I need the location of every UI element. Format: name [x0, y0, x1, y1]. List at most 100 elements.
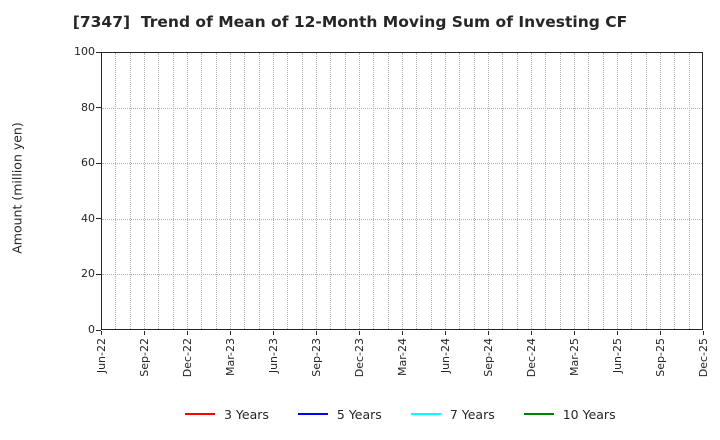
x-tick-mark: [659, 331, 661, 335]
legend-item-label: 7 Years: [449, 406, 495, 422]
x-tick-label-text: Mar-25: [567, 338, 581, 377]
grid-line-vertical: [502, 53, 504, 329]
x-tick-mark: [702, 331, 704, 335]
y-tick-label: 80: [81, 100, 95, 114]
legend-marker-line: [297, 413, 328, 415]
x-tick-mark: [315, 331, 317, 335]
y-tick-label: 0: [88, 323, 95, 336]
x-tick-label-text: Mar-23: [223, 338, 237, 377]
x-tick-label-text: Sep-22: [137, 338, 151, 377]
y-tick-label: 20: [81, 267, 95, 281]
grid-line-vertical: [301, 53, 303, 329]
x-tick-label-text: Sep-25: [653, 338, 667, 377]
x-tick-mark: [272, 331, 274, 335]
x-tick-mark: [358, 331, 360, 335]
legend-marker-line: [523, 413, 554, 415]
x-tick-label-text: Dec-22: [180, 338, 194, 378]
grid-line-vertical: [645, 53, 647, 329]
x-tick-mark: [530, 331, 532, 335]
grid-line-vertical: [316, 53, 317, 329]
y-tick-mark: [96, 273, 101, 275]
grid-line-vertical: [631, 53, 633, 329]
legend-item-label: 3 Years: [224, 406, 269, 422]
x-tick-mark: [186, 331, 188, 335]
plot-area: [101, 52, 703, 330]
legend-item: 5 Years: [297, 406, 382, 422]
grid-line-vertical: [473, 53, 475, 329]
y-tick-label: 40: [81, 211, 95, 225]
x-tick-mark: [616, 331, 618, 335]
x-tick-label-text: Jun-25: [610, 338, 624, 374]
grid-line-vertical: [258, 53, 260, 329]
y-tick-mark: [96, 162, 101, 164]
x-tick-label-text: Mar-24: [395, 338, 409, 377]
y-tick-label: 100: [74, 45, 95, 58]
x-tick-mark: [143, 331, 145, 335]
grid-line-vertical: [602, 53, 604, 329]
legend-marker-line: [185, 413, 215, 415]
grid-line-vertical: [230, 53, 231, 329]
legend-item: 10 Years: [523, 406, 616, 422]
grid-line-vertical: [373, 53, 375, 329]
grid-line-vertical: [402, 53, 403, 329]
grid-line-vertical: [359, 53, 360, 329]
grid-line-vertical: [187, 53, 188, 329]
x-tick-label-text: Sep-23: [309, 338, 323, 377]
grid-line-vertical: [115, 53, 117, 329]
grid-line-vertical: [273, 53, 274, 329]
x-tick-label-text: Dec-24: [524, 338, 538, 378]
y-tick-label: 60: [81, 156, 95, 170]
grid-line-vertical: [488, 53, 489, 329]
chart-title: [7347] Trend of Mean of 12-Month Moving …: [72, 13, 628, 31]
grid-line-vertical: [129, 53, 131, 329]
grid-line-vertical: [660, 53, 661, 329]
x-tick-label-text: Dec-25: [696, 338, 710, 378]
grid-line-vertical: [330, 53, 332, 329]
x-tick-label-text: Jun-22: [94, 338, 108, 374]
grid-line-vertical: [531, 53, 532, 329]
x-tick-mark: [229, 331, 231, 335]
grid-line-vertical: [387, 53, 389, 329]
x-tick-label-text: Sep-24: [481, 338, 495, 377]
grid-line-vertical: [344, 53, 346, 329]
x-tick-mark: [401, 331, 403, 335]
legend-item-label: 10 Years: [562, 406, 616, 422]
legend: 3 Years 5 Years 7 Years 10 Years: [185, 403, 616, 425]
grid-line-vertical: [459, 53, 461, 329]
plot-frame: [101, 52, 703, 330]
x-tick-label-text: Dec-23: [352, 338, 366, 378]
x-tick-label-text: Jun-23: [266, 338, 280, 374]
grid-line-vertical: [215, 53, 217, 329]
grid-line-vertical: [574, 53, 575, 329]
y-axis-label: Amount (million yen): [9, 122, 25, 254]
grid-line-vertical: [287, 53, 289, 329]
grid-line-vertical: [172, 53, 174, 329]
y-tick-mark: [96, 51, 101, 53]
grid-line-vertical: [201, 53, 203, 329]
legend-item: 7 Years: [410, 406, 495, 422]
y-tick-mark: [96, 329, 101, 331]
grid-line-vertical: [674, 53, 676, 329]
grid-line-vertical: [516, 53, 518, 329]
grid-line-vertical: [144, 53, 145, 329]
legend-marker-line: [410, 413, 441, 415]
grid-line-vertical: [617, 53, 618, 329]
grid-line-vertical: [416, 53, 418, 329]
grid-line-vertical: [688, 53, 690, 329]
y-tick-mark: [96, 107, 101, 109]
grid-line-vertical: [158, 53, 160, 329]
x-tick-mark: [573, 331, 575, 335]
grid-line-vertical: [445, 53, 446, 329]
legend-item-label: 5 Years: [336, 406, 382, 422]
x-tick-label-text: Jun-24: [438, 338, 452, 374]
grid-line-vertical: [430, 53, 432, 329]
grid-line-vertical: [559, 53, 561, 329]
legend-item: 3 Years: [185, 407, 269, 422]
x-tick-mark: [100, 331, 102, 335]
x-tick-mark: [487, 331, 489, 335]
grid-line-vertical: [244, 53, 246, 329]
grid-line-vertical: [588, 53, 590, 329]
x-tick-mark: [444, 331, 446, 335]
y-tick-mark: [96, 218, 101, 220]
